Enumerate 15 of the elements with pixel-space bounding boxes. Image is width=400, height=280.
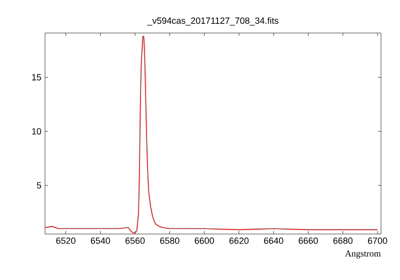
x-axis-title: Angstrom [345,250,381,258]
x-tick-label: 6520 [56,238,76,244]
x-tick-label: 6660 [298,238,318,244]
chart-title: _v594cas_20171127_708_34.fits [147,17,278,26]
x-tick-label: 6640 [264,238,284,244]
x-tick-label: 6620 [229,238,249,244]
x-tick-label: 6680 [333,238,353,244]
x-tick-label: 6540 [90,238,110,244]
y-tick-label: 5 [36,182,42,189]
x-tick-label: 6580 [160,238,180,244]
x-tick-label: 6700 [368,238,388,244]
x-tick-label: 6560 [126,238,145,244]
y-tick-label: 15 [32,74,42,80]
y-tick-label: 10 [32,128,42,135]
x-tick-label: 6600 [194,238,214,244]
